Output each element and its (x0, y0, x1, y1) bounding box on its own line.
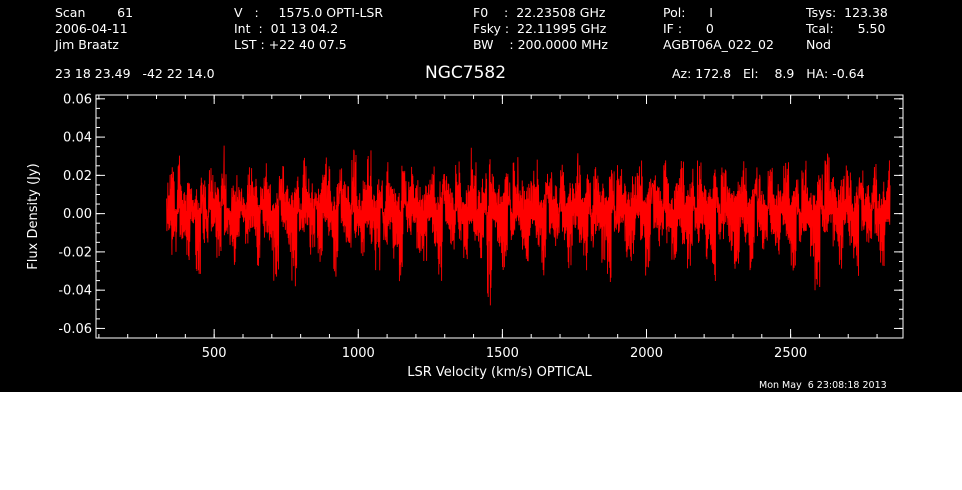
header-tsys: Tsys: 123.38 (806, 5, 888, 20)
header-observer: Jim Braatz (55, 37, 119, 52)
header-polarization: Pol: I (663, 5, 713, 20)
series-line (166, 145, 891, 306)
header-f0: F0 : 22.23508 GHz (473, 5, 606, 20)
header-if: IF : 0 (663, 21, 714, 36)
x-tick-label: 500 (202, 346, 227, 361)
plot-window: Scan 61 2006-04-11 Jim Braatz V : 1575.0… (0, 0, 962, 392)
spectrum-chart: 500 1000 1500 2000 2500 -0.06 -0.04 -0.02 0.00 0.… (26, 92, 904, 380)
header-fsky: Fsky : 22.11995 GHz (473, 21, 607, 36)
header-date: 2006-04-11 (55, 21, 128, 36)
header-bandwidth: BW : 200.0000 MHz (473, 37, 608, 52)
x-tick-label: 2500 (774, 346, 807, 361)
y-tick-label: -0.06 (58, 322, 92, 337)
y-tick-label: -0.04 (58, 284, 92, 299)
y-tick-label: 0.02 (63, 169, 92, 184)
header-velocity: V : 1575.0 OPTI-LSR (234, 5, 384, 20)
x-tick-label: 2000 (630, 346, 663, 361)
header-procedure: Nod (806, 37, 831, 52)
y-tick-label: 0.06 (63, 92, 92, 107)
chart-title: NGC7582 (425, 63, 507, 83)
header-coordinates: 23 18 23.49 -42 22 14.0 (55, 66, 215, 81)
x-tick-label: 1500 (486, 346, 519, 361)
y-tick-label: -0.02 (58, 245, 92, 260)
y-tick-label: 0.04 (63, 131, 92, 146)
y-axis-label: Flux Density (Jy) (26, 163, 41, 269)
timestamp: Mon May 6 23:08:18 2013 (759, 380, 887, 391)
header-scan: Scan 61 (55, 5, 134, 20)
header-tcal: Tcal: 5.50 (806, 21, 886, 36)
x-tick-label: 1000 (342, 346, 375, 361)
header-lst: LST : +22 40 07.5 (234, 37, 347, 52)
header-project: AGBT06A_022_02 (663, 37, 774, 52)
y-tick-label: 0.00 (63, 207, 92, 222)
axis-layer: 500 1000 1500 2000 2500 -0.06 -0.04 -0.02 0.00 0.… (26, 92, 904, 380)
plot-frame (95, 94, 904, 339)
trace-layer (166, 145, 891, 306)
x-axis-label: LSR Velocity (km/s) OPTICAL (407, 365, 592, 380)
header-integration: Int : 01 13 04.2 (234, 21, 339, 36)
header-az-el-ha: Az: 172.8 El: 8.9 HA: -0.64 (672, 66, 865, 81)
